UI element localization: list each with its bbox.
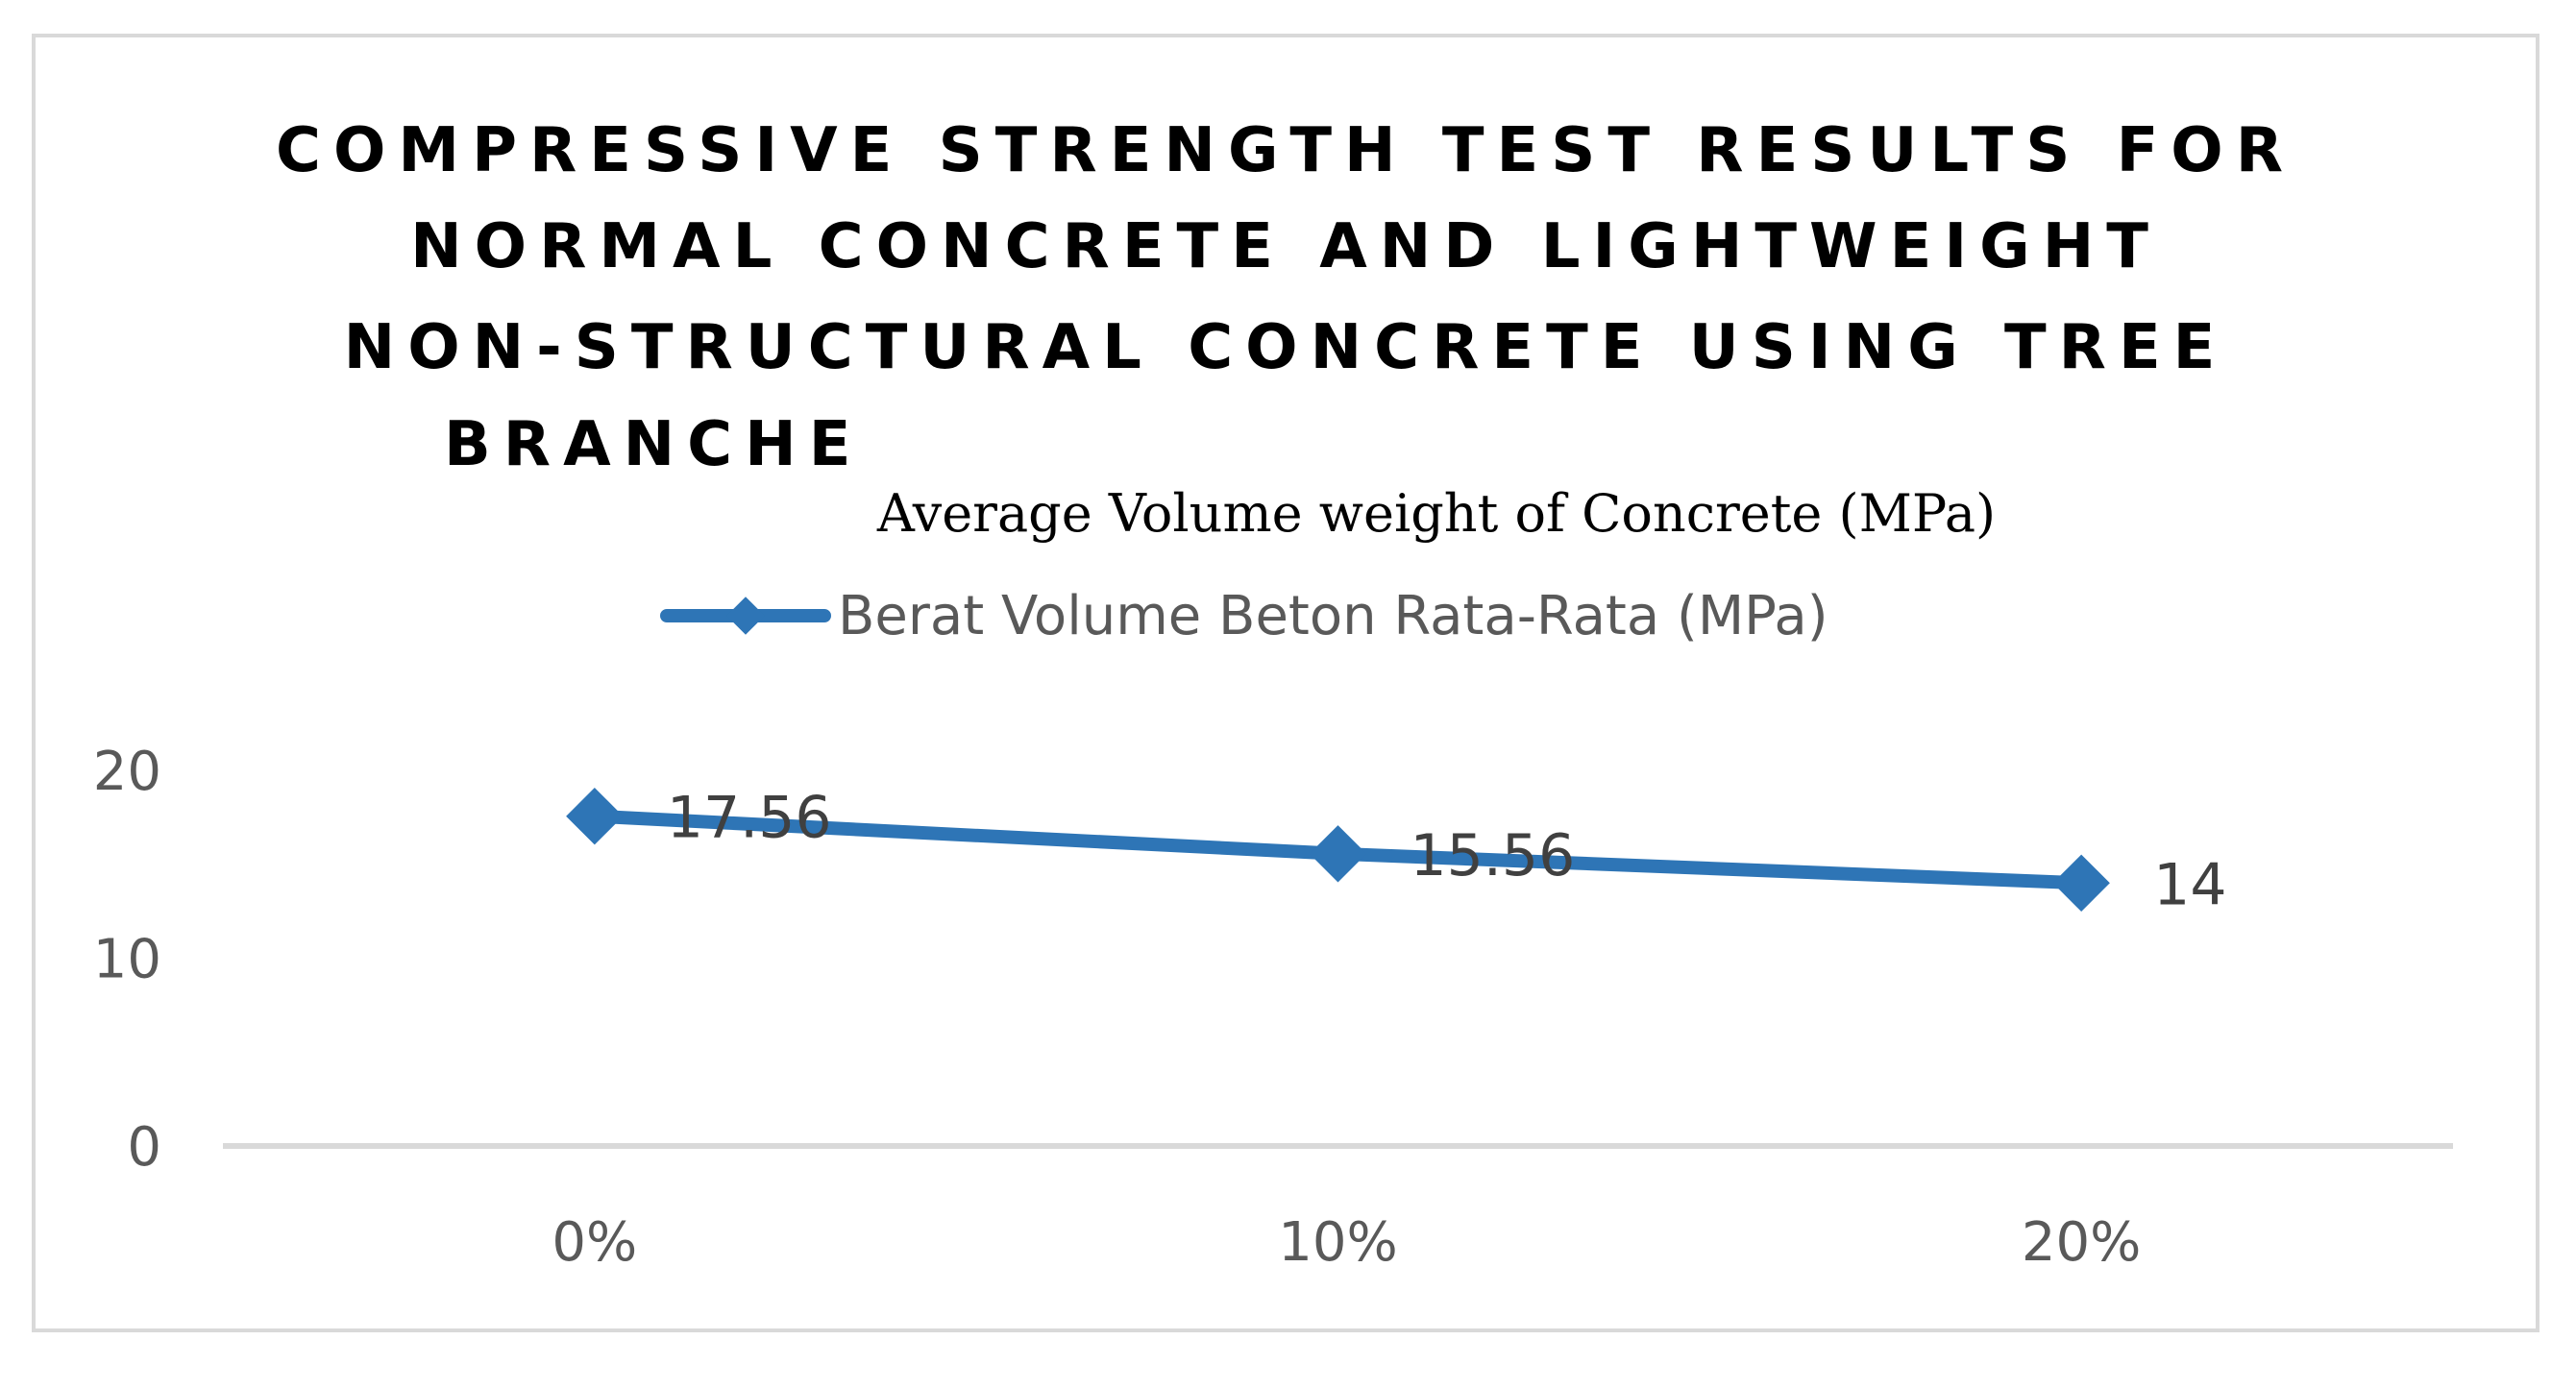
chart-frame <box>32 34 2539 1332</box>
data-label: 15.56 <box>1411 822 1576 889</box>
legend-label: Berat Volume Beton Rata-Rata (MPa) <box>838 585 1828 647</box>
data-labels: 17.56 15.56 14 <box>667 785 2227 919</box>
y-axis-tick-labels: 0 10 20 <box>93 741 161 1179</box>
x-axis-tick-labels: 0% 10% 20% <box>552 1211 2141 1274</box>
chart-title: COMPRESSIVE STRENGTH TEST RESULTS FOR NO… <box>276 115 2295 480</box>
chart-title-line-1: COMPRESSIVE STRENGTH TEST RESULTS FOR <box>276 115 2295 186</box>
x-tick-label: 0% <box>552 1211 637 1274</box>
y-tick-label: 0 <box>127 1116 161 1179</box>
x-tick-label: 20% <box>2022 1211 2141 1274</box>
x-tick-label: 10% <box>1278 1211 1397 1274</box>
chart-subtitle: Average Volume weight of Concrete (MPa) <box>876 483 1996 544</box>
data-label: 14 <box>2153 851 2226 918</box>
series-layer <box>566 788 2110 912</box>
chart-title-line-2: NORMAL CONCRETE AND LIGHTWEIGHT <box>410 211 2161 282</box>
chart-title-line-4: BRANCHE <box>444 409 863 480</box>
legend-diamond-marker <box>726 597 765 635</box>
data-point-marker <box>2052 854 2110 912</box>
y-tick-label: 10 <box>93 929 161 991</box>
data-point-marker <box>1309 825 1367 883</box>
chart-title-line-3: NON-STRUCTURAL CONCRETE USING TREE <box>344 312 2228 383</box>
data-point-marker <box>566 788 624 845</box>
y-tick-label: 20 <box>93 741 161 803</box>
data-label: 17.56 <box>667 785 832 852</box>
legend: Berat Volume Beton Rata-Rata (MPa) <box>660 585 1828 647</box>
